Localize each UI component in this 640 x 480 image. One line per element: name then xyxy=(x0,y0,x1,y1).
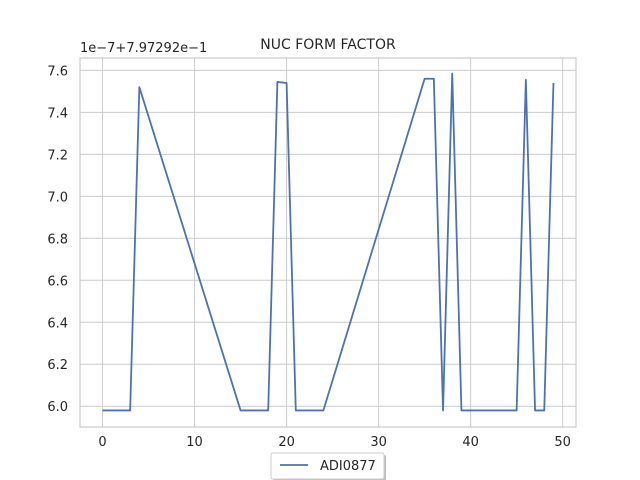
x-tick-label: 20 xyxy=(278,435,295,450)
y-tick-label: 6.4 xyxy=(47,316,68,331)
y-tick-label: 7.6 xyxy=(47,64,68,79)
legend-box xyxy=(270,452,385,480)
series-line-adi0877 xyxy=(102,72,555,412)
y-tick-label: 7.4 xyxy=(47,106,68,121)
y-tick-label: 7.0 xyxy=(47,190,68,205)
chart-title: NUC FORM FACTOR xyxy=(260,37,396,53)
series-layer xyxy=(102,72,555,412)
y-tick-label: 7.2 xyxy=(47,148,68,163)
y-tick-label: 6.2 xyxy=(47,358,68,373)
x-tick-label: 40 xyxy=(462,435,479,450)
x-tick-label: 50 xyxy=(554,435,571,450)
y-tick-label: 6.8 xyxy=(47,232,68,247)
legend: ADI0877 xyxy=(270,452,386,480)
grid-lines xyxy=(80,58,576,427)
tick-labels: 0 10 20 30 40 50 6.0 6.2 6.4 6.6 6.8 7.0 7.2 7.4 7.6 xyxy=(47,64,571,450)
x-tick-label: 10 xyxy=(186,435,203,450)
y-offset-label: 1e−7+7.97292e−1 xyxy=(80,41,207,56)
y-tick-label: 6.6 xyxy=(47,274,68,289)
plot-frame xyxy=(79,57,577,428)
legend-label: ADI0877 xyxy=(320,459,376,474)
x-tick-label: 0 xyxy=(98,435,106,450)
y-tick-label: 6.0 xyxy=(47,400,68,415)
x-tick-label: 30 xyxy=(370,435,387,450)
